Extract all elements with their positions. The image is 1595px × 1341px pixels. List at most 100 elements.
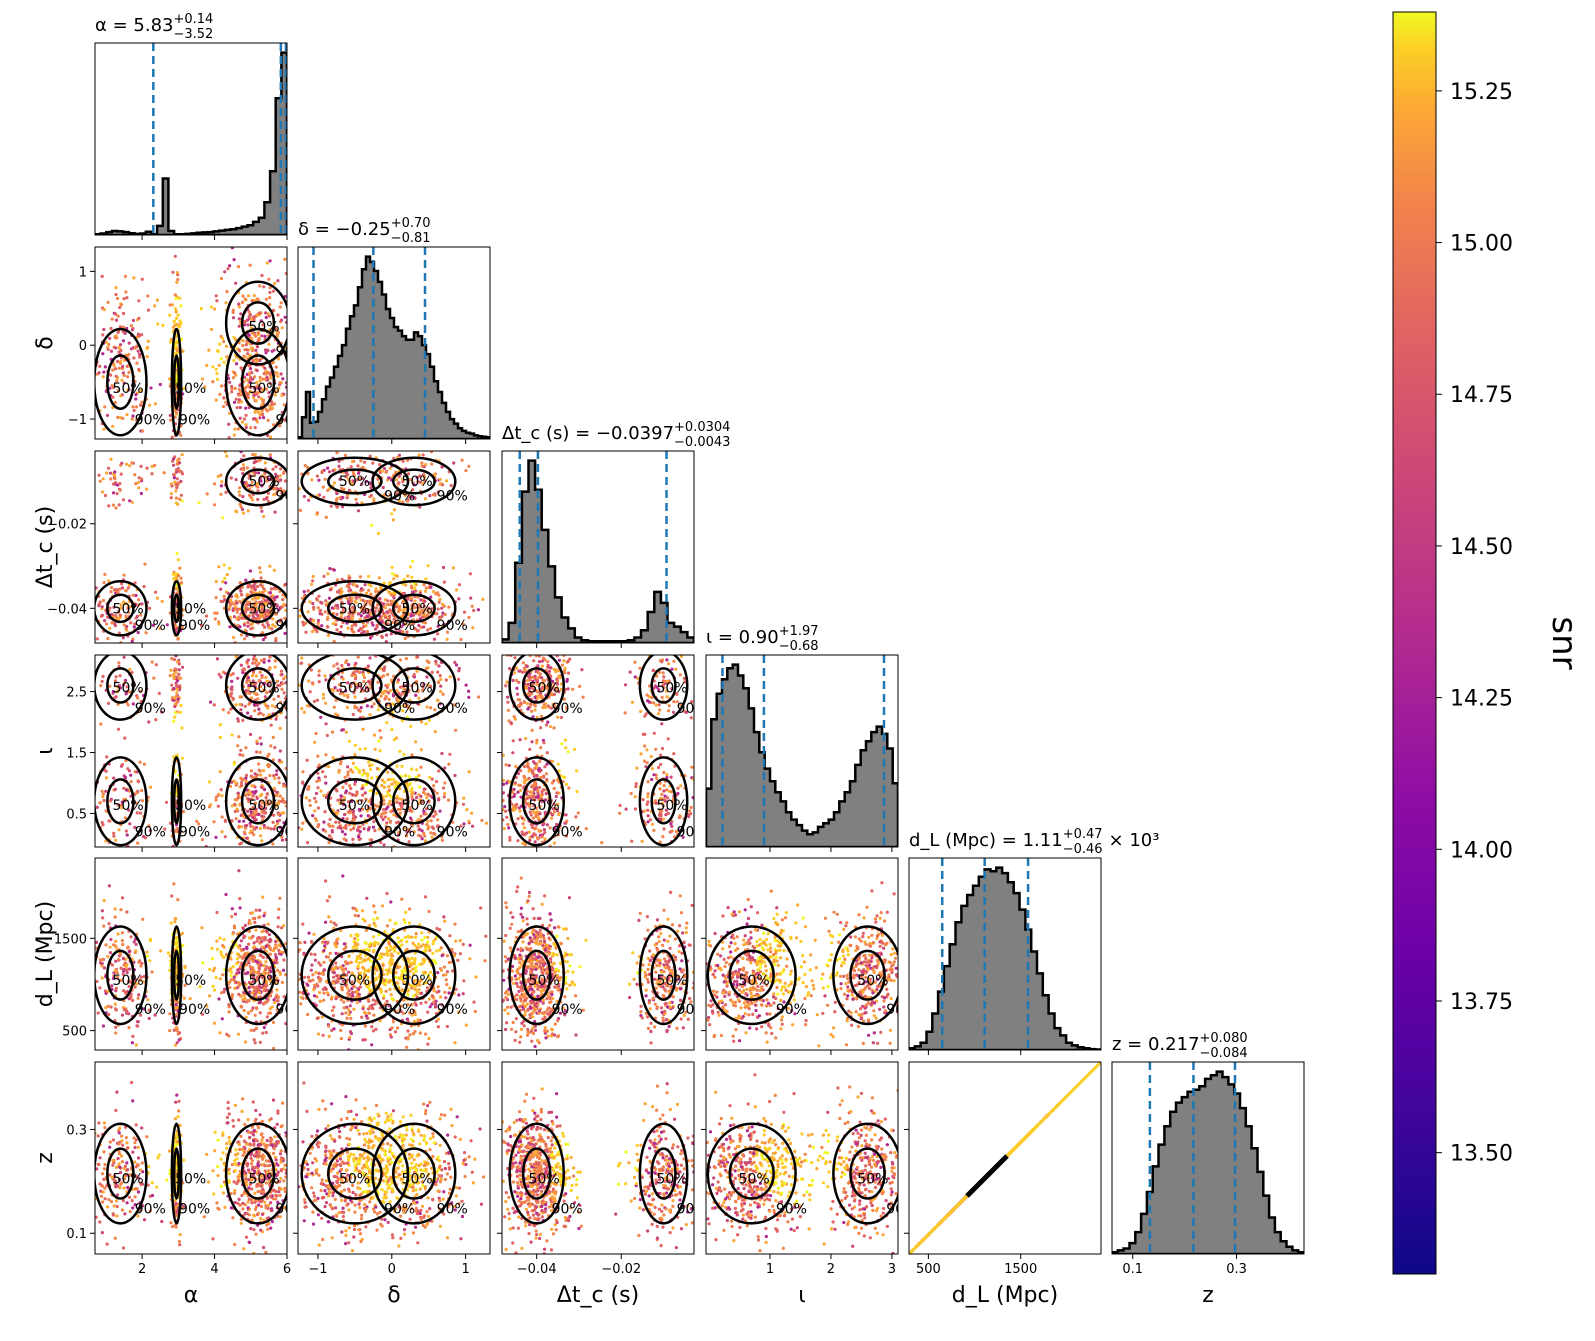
scatter-point [133, 581, 137, 585]
scatter-point [317, 478, 321, 482]
scatter-point [247, 679, 251, 683]
scatter-point [427, 799, 431, 803]
scatter-point [251, 679, 255, 683]
scatter-point [266, 683, 270, 687]
scatter-point [262, 788, 267, 792]
scatter-point [652, 828, 656, 833]
scatter-point [351, 614, 355, 619]
scatter-point [218, 723, 222, 727]
scatter-point [319, 608, 323, 613]
scatter-point [175, 280, 179, 284]
scatter-point [210, 327, 214, 331]
scatter-point [562, 659, 566, 663]
panel-frame [297, 654, 491, 848]
scatter-point [110, 586, 114, 590]
scatter-point [395, 478, 399, 482]
scatter-point [652, 773, 656, 777]
scatter-point [661, 671, 665, 675]
scatter-point [282, 403, 287, 407]
scatter-point [141, 835, 146, 839]
scatter-point [669, 822, 673, 826]
scatter-point [526, 764, 530, 769]
scatter-point [548, 844, 552, 847]
scatter-point [125, 413, 129, 417]
scatter-point [338, 683, 342, 687]
scatter-point [244, 826, 248, 830]
scatter-point [264, 806, 268, 811]
scatter-point [658, 840, 662, 844]
scatter-point [371, 461, 375, 465]
scatter-point [246, 624, 250, 628]
scatter-point [118, 325, 122, 329]
scatter-point [306, 472, 310, 476]
scatter-point [172, 319, 176, 323]
title-name: δ [298, 219, 309, 240]
scatter-point [328, 817, 332, 822]
scatter-point [386, 673, 390, 677]
scatter-point [326, 572, 330, 576]
scatter-point [365, 591, 369, 595]
scatter-point [300, 661, 304, 665]
scatter-point [230, 390, 234, 394]
scatter-point [124, 589, 128, 593]
scatter-point [326, 625, 330, 629]
scatter-point [262, 815, 266, 819]
scatter-point [518, 788, 523, 793]
scatter-point [384, 633, 389, 637]
scatter-point [230, 691, 234, 696]
scatter-point [630, 700, 635, 704]
scatter-point [248, 807, 252, 812]
scatter-point [112, 776, 116, 780]
scatter-point [249, 813, 253, 817]
scatter-point [390, 782, 394, 786]
scatter-point [256, 489, 260, 493]
scatter-point [361, 673, 365, 677]
scatter-point [671, 710, 676, 714]
scatter-point [258, 413, 262, 417]
scatter-point [398, 604, 402, 608]
scatter-point [370, 776, 374, 780]
scatter-point [400, 625, 404, 629]
scatter-point [600, 841, 604, 845]
scatter-point [527, 776, 531, 780]
scatter-point [350, 681, 354, 685]
scatter-point [137, 316, 141, 320]
scatter-point [282, 677, 286, 681]
scatter-point [525, 664, 529, 669]
scatter-point [419, 625, 423, 630]
scatter-point [645, 802, 649, 807]
scatter-point [106, 637, 110, 641]
scatter-point [441, 692, 445, 696]
scatter-point [467, 819, 471, 823]
scatter-point [331, 469, 335, 473]
contour-label-90: 90% [437, 824, 468, 840]
scatter-point [236, 717, 240, 721]
scatter-point [562, 655, 566, 658]
scatter-point [238, 753, 242, 757]
scatter-point [234, 281, 238, 285]
scatter-point [272, 827, 276, 831]
scatter-point [565, 679, 569, 684]
scatter-point [360, 631, 364, 635]
scatter-point [384, 640, 388, 643]
scatter-point [262, 609, 266, 613]
scatter-point [219, 473, 223, 477]
scatter-point [327, 834, 331, 838]
scatter-point [245, 823, 249, 828]
scatter-point [250, 484, 254, 488]
scatter-point [371, 623, 375, 627]
scatter-point [279, 467, 283, 471]
scatter-point [175, 470, 179, 474]
scatter-point [255, 357, 259, 361]
scatter-point [256, 386, 260, 390]
scatter-point [439, 677, 443, 682]
scatter-point [358, 747, 362, 751]
scatter-point [437, 664, 441, 668]
scatter-point [225, 355, 229, 359]
scatter-point [346, 695, 350, 699]
scatter-point [239, 451, 243, 454]
scatter-point [246, 323, 250, 327]
panel-content [502, 451, 694, 643]
scatter-point [417, 623, 421, 628]
scatter-point [420, 609, 424, 613]
